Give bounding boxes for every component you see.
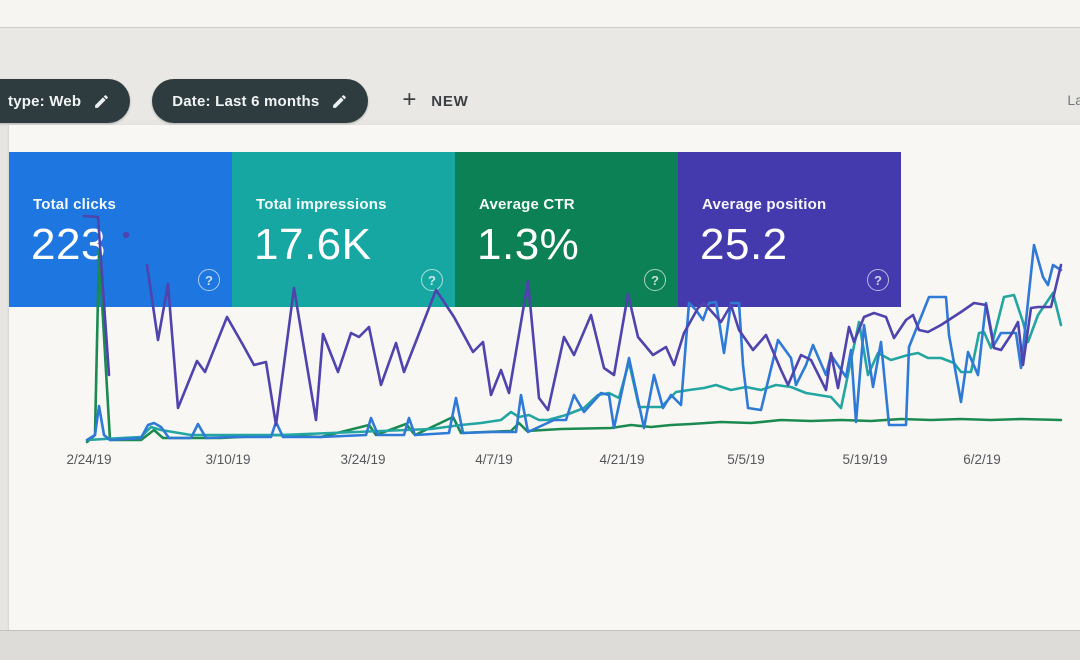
x-axis-tick-label: 5/5/19 <box>727 452 765 467</box>
performance-chart[interactable] <box>81 210 1071 447</box>
card-value: 25.2 <box>700 220 788 269</box>
card-total-impressions[interactable]: Total impressions 17.6K ? <box>232 152 455 307</box>
series-point-average-position <box>122 231 130 239</box>
card-average-position[interactable]: Average position 25.2 ? <box>678 152 901 307</box>
x-axis-tick-label: 3/24/19 <box>340 452 386 467</box>
browser-top-strip <box>0 0 1080 28</box>
filter-row: type: Web Date: Last 6 months + NEW <box>0 78 469 124</box>
card-label: Average position <box>702 196 827 213</box>
card-average-ctr[interactable]: Average CTR 1.3% ? <box>455 152 678 307</box>
filter-chip-label: type: Web <box>8 92 82 110</box>
metric-cards-row: Total clicks 223 ? Total impressions 17.… <box>9 152 901 307</box>
x-axis-tick-label: 4/21/19 <box>599 452 645 467</box>
performance-chart-svg <box>82 214 1063 444</box>
card-total-clicks[interactable]: Total clicks 223 ? <box>9 152 232 307</box>
series-line-total-clicks <box>85 243 1063 442</box>
series-line-average-position <box>145 263 1063 427</box>
card-label: Average CTR <box>479 196 575 213</box>
plus-icon: + <box>402 86 418 113</box>
help-icon[interactable]: ? <box>198 269 220 291</box>
chart-x-axis: 2/24/19 3/10/19 3/24/19 4/7/19 4/21/19 5… <box>66 452 1071 472</box>
help-icon[interactable]: ? <box>421 269 443 291</box>
last-updated-partial-text: La <box>1067 92 1080 108</box>
performance-report-panel: Total clicks 223 ? Total impressions 17.… <box>9 125 1080 630</box>
pencil-edit-icon[interactable] <box>331 93 348 110</box>
pencil-edit-icon[interactable] <box>93 93 110 110</box>
card-value: 223 <box>31 220 106 269</box>
filter-chip-label: Date: Last 6 months <box>172 92 320 110</box>
x-axis-tick-label: 5/19/19 <box>842 452 888 467</box>
x-axis-tick-label: 6/2/19 <box>963 452 1001 467</box>
x-axis-tick-label: 2/24/19 <box>66 452 112 467</box>
new-filter-label: NEW <box>431 92 469 110</box>
card-value: 17.6K <box>254 220 372 269</box>
help-icon[interactable]: ? <box>644 269 666 291</box>
filter-header-band: type: Web Date: Last 6 months + NEW <box>0 28 1080 123</box>
x-axis-tick-label: 4/7/19 <box>475 452 513 467</box>
new-filter-button[interactable]: + NEW <box>402 86 469 113</box>
page-background-strip <box>0 630 1080 660</box>
filter-chip-date-range[interactable]: Date: Last 6 months <box>152 79 369 123</box>
card-label: Total clicks <box>33 196 116 213</box>
x-axis-tick-label: 3/10/19 <box>205 452 251 467</box>
series-line-total-impressions <box>85 291 1063 442</box>
series-line-average-position <box>82 214 111 377</box>
filter-chip-search-type[interactable]: type: Web <box>0 79 131 123</box>
help-icon[interactable]: ? <box>867 269 889 291</box>
card-value: 1.3% <box>477 220 580 269</box>
card-label: Total impressions <box>256 196 387 213</box>
